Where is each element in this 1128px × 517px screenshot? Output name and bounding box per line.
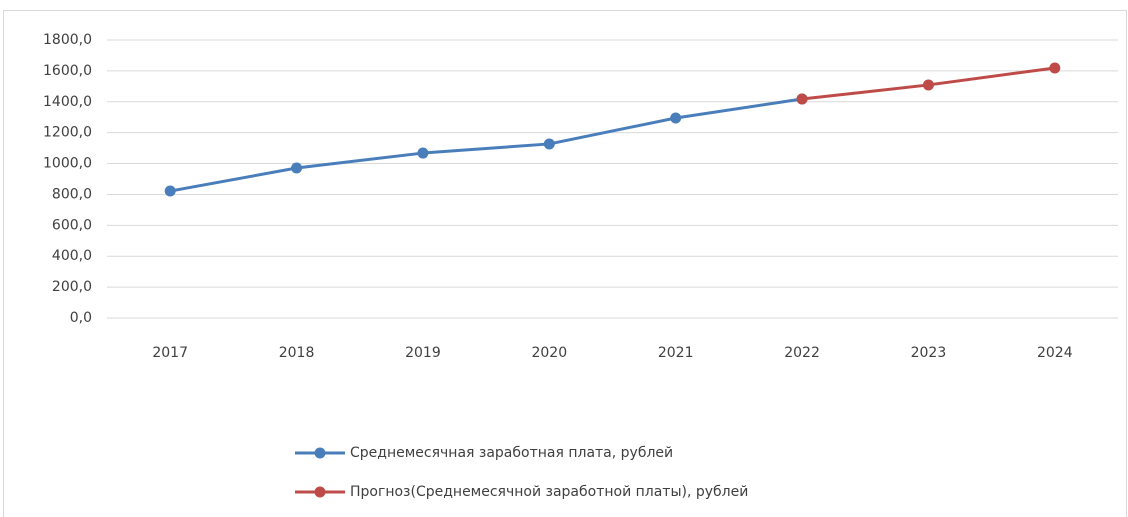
data-point [417,147,429,159]
y-tick-label: 600,0 [52,217,92,233]
x-tick-label: 2024 [1037,345,1073,361]
x-tick-label: 2018 [279,345,315,361]
series-line [169,97,803,193]
y-tick-label: 200,0 [52,279,92,295]
y-tick-label: 0,0 [70,310,92,326]
data-point [670,112,682,124]
data-point [1049,62,1061,74]
y-tick-label: 1400,0 [43,94,92,110]
legend-label: Среднемесячная заработная плата, рублей [350,445,673,461]
x-tick-label: 2023 [911,345,947,361]
x-tick-label: 2020 [531,345,567,361]
legend-label: Прогноз(Среднемесячной заработной платы)… [350,484,748,500]
y-tick-label: 800,0 [52,186,92,202]
data-point [796,93,808,105]
y-tick-label: 400,0 [52,248,92,264]
y-tick-label: 1600,0 [43,63,92,79]
y-tick-label: 1000,0 [43,156,92,172]
x-tick-label: 2017 [152,345,188,361]
y-tick-label: 1200,0 [43,125,92,141]
x-tick-label: 2022 [784,345,820,361]
x-tick-label: 2021 [658,345,694,361]
data-point [164,185,176,197]
data-point [291,162,303,174]
chart-border [3,10,1127,517]
legend-marker [314,447,326,459]
data-point [922,79,934,91]
data-point [543,138,555,150]
x-tick-label: 2019 [405,345,441,361]
y-tick-label: 1800,0 [43,32,92,48]
legend-marker [314,486,326,498]
